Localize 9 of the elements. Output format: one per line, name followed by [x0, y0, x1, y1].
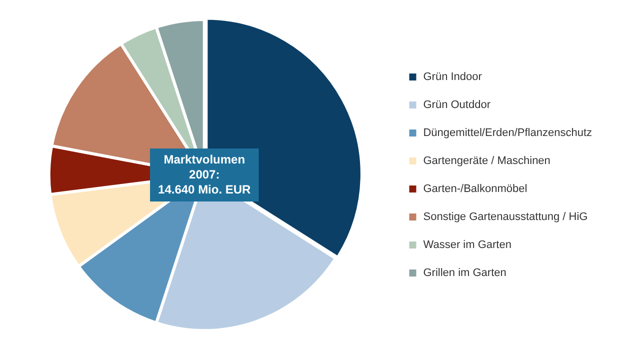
legend-label: Düngemittel/Erden/Pflanzenschutz [423, 127, 592, 140]
legend-label: Sonstige Gartenausstattung / HiG [423, 211, 588, 224]
legend-label: Garten-/Balkonmöbel [423, 183, 528, 196]
legend-label: Wasser im Garten [423, 239, 512, 252]
legend-label: Grün Indoor [423, 71, 482, 84]
legend-label: Grillen im Garten [423, 267, 506, 280]
legend-label: Gartengeräte / Maschinen [423, 155, 550, 168]
legend-label: Grün Outddor [423, 99, 491, 112]
text: Marktvolumen 2007: 14.640 Mio. EUR [158, 152, 252, 196]
